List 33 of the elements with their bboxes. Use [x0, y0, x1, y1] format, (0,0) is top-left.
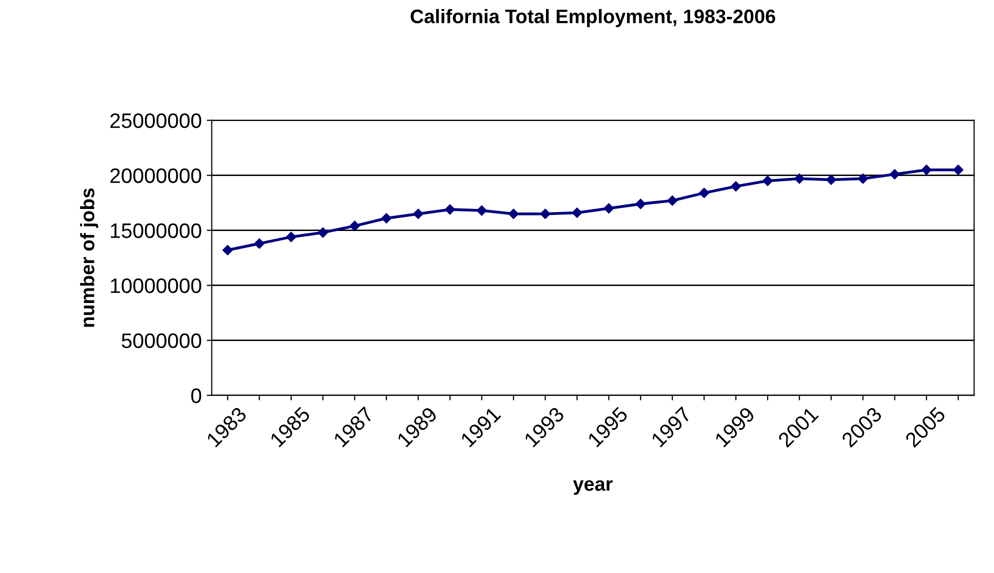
point — [635, 198, 646, 210]
point — [286, 232, 296, 242]
point — [762, 176, 773, 186]
point — [890, 169, 900, 180]
point — [476, 205, 487, 216]
y-tick-label: 5000000 — [122, 333, 202, 348]
y-tick-label: 25000000 — [110, 113, 202, 128]
point — [508, 208, 519, 219]
point — [858, 174, 868, 184]
point — [318, 227, 328, 238]
point — [667, 196, 678, 206]
point — [826, 174, 836, 185]
y-axis-title: number of jobs — [80, 188, 98, 327]
point — [604, 203, 614, 214]
y-tick-label: 20000000 — [110, 168, 202, 184]
point — [254, 238, 264, 249]
point — [730, 181, 741, 192]
y-tick-label: 10000000 — [110, 278, 202, 294]
point — [698, 188, 710, 198]
point — [444, 204, 456, 215]
point — [794, 174, 805, 184]
point — [222, 245, 233, 256]
point — [953, 164, 964, 175]
y-tick-label: 0 — [191, 388, 202, 404]
point — [921, 164, 932, 175]
y-tick-label: 15000000 — [110, 223, 202, 238]
point — [540, 208, 550, 219]
x-axis-title: year — [573, 480, 613, 495]
point — [350, 220, 360, 232]
point — [381, 213, 392, 224]
chart-title: California Total Employment, 1983-2006 — [410, 9, 776, 28]
point — [572, 208, 582, 218]
point — [413, 208, 424, 219]
